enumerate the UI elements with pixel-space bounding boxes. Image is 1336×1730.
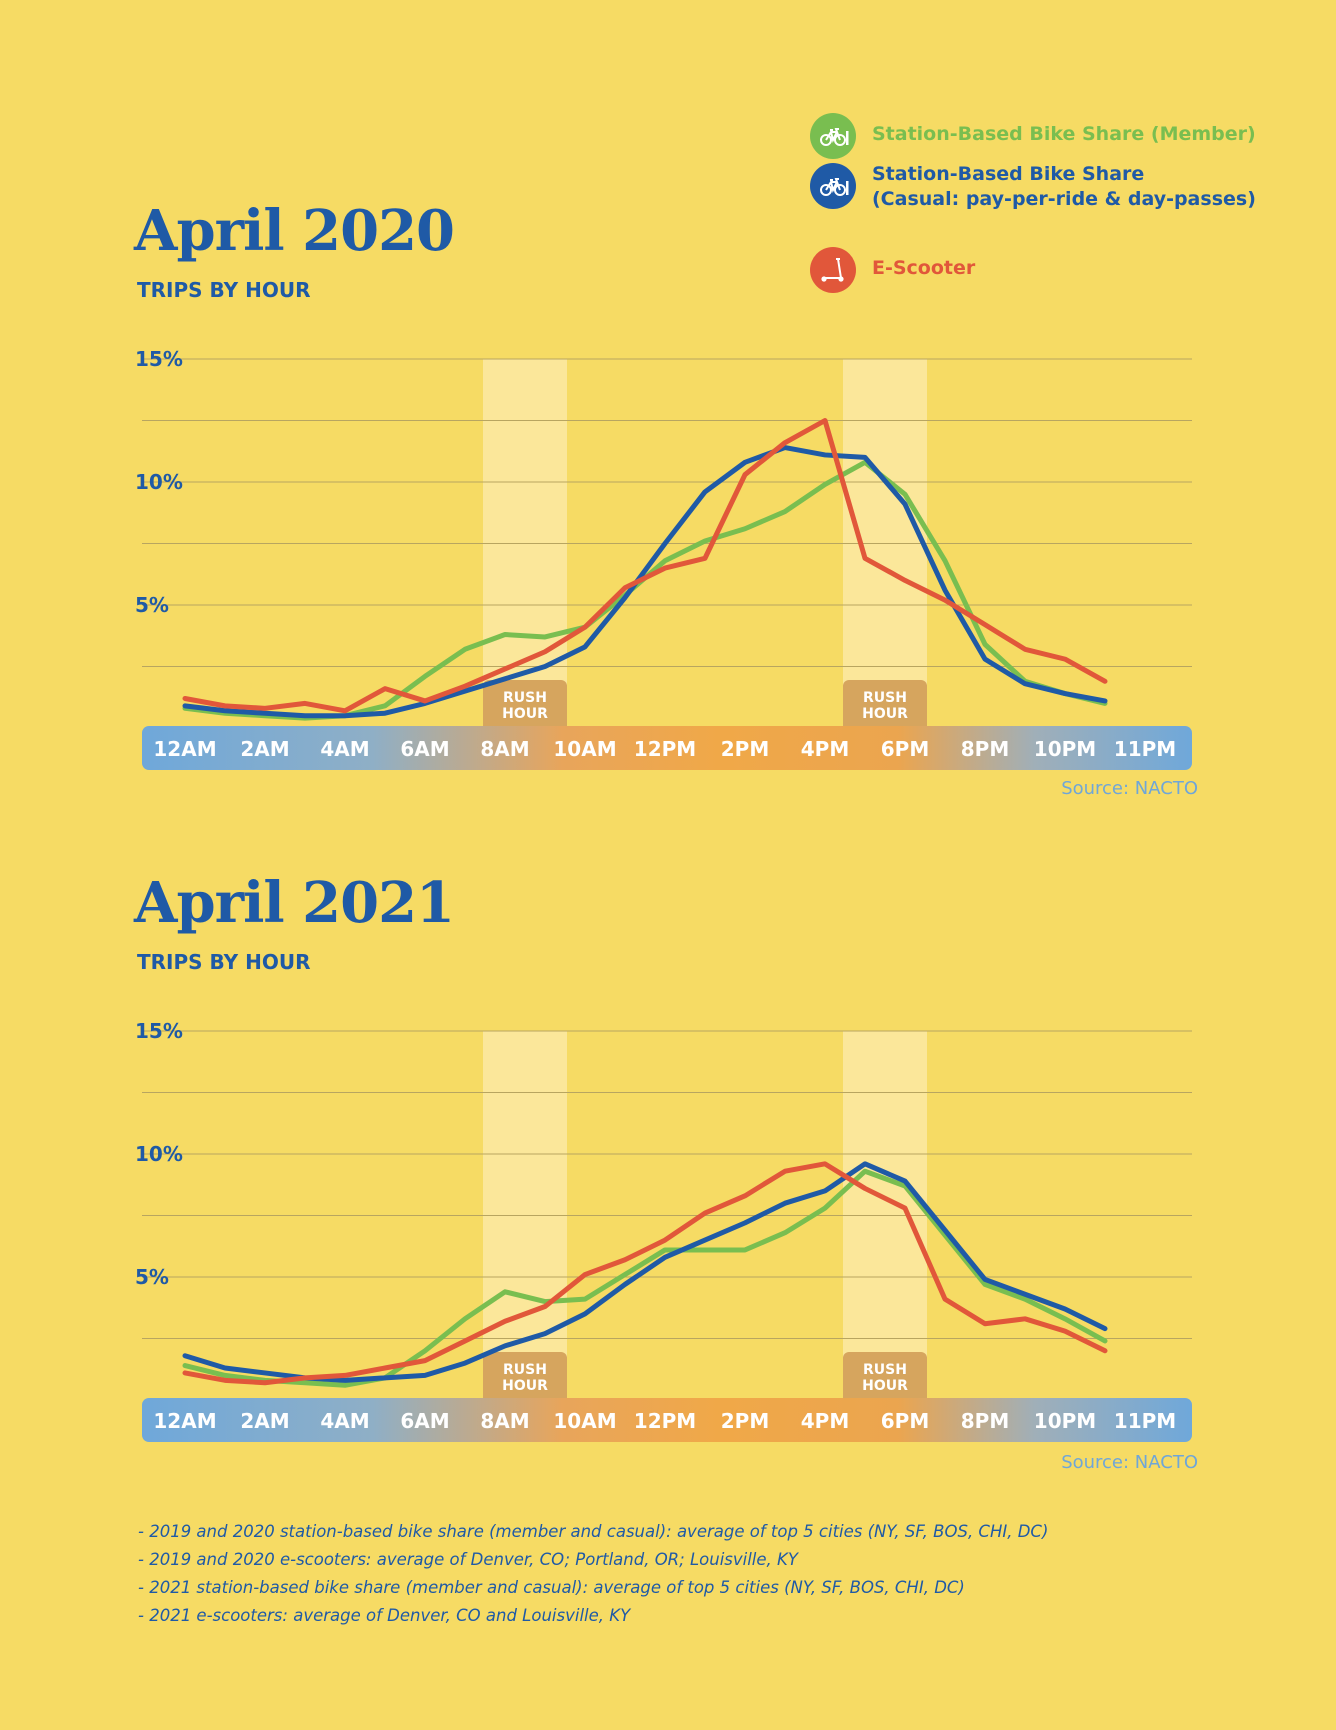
bicycle-icon <box>810 113 856 159</box>
rush-hour-tag <box>483 680 567 740</box>
x-axis-bar <box>142 726 1192 770</box>
series-line <box>182 1161 1108 1383</box>
y-tick-label: 10% <box>135 470 183 494</box>
x-tick-label: 6AM <box>400 737 449 761</box>
x-tick-label: 2AM <box>240 737 289 761</box>
x-tick-label: 12PM <box>634 737 696 761</box>
chart-title: April 2020 <box>134 198 455 264</box>
bicycle-icon <box>810 163 856 209</box>
x-tick-label: 12PM <box>634 1409 696 1433</box>
rush-hour-label: HOUR <box>862 706 908 722</box>
rush-hour-band <box>843 1031 927 1398</box>
rush-hour-tag <box>483 1352 567 1412</box>
x-tick-label: 4AM <box>320 737 369 761</box>
rush-hour-label: RUSH <box>503 690 547 706</box>
footnote: - 2021 e-scooters: average of Denver, CO… <box>138 1606 631 1625</box>
x-tick-label: 10AM <box>553 737 616 761</box>
x-tick-label: 8AM <box>480 1409 529 1433</box>
rush-hour-label: HOUR <box>502 1378 548 1394</box>
rush-hour-tag <box>843 680 927 740</box>
footnote: - 2021 station-based bike share (member … <box>138 1578 965 1597</box>
x-axis-bar <box>142 1398 1192 1442</box>
x-tick-label: 8PM <box>961 1409 1009 1433</box>
chart-subtitle: TRIPS BY HOUR <box>137 278 311 302</box>
footnote: - 2019 and 2020 e-scooters: average of D… <box>138 1550 798 1569</box>
legend-label-line1: Station-Based Bike Share <box>872 163 1145 185</box>
x-tick-label: 6PM <box>881 737 929 761</box>
chart-subtitle: TRIPS BY HOUR <box>137 950 311 974</box>
x-tick-label: 2AM <box>240 1409 289 1433</box>
series-line <box>182 459 1108 721</box>
source-note: Source: NACTO <box>1061 1452 1198 1473</box>
x-tick-label: 4AM <box>320 1409 369 1433</box>
footnotes: - 2019 and 2020 station-based bike share… <box>138 1518 1048 1630</box>
x-tick-label: 8PM <box>961 737 1009 761</box>
legend-item-casual: Station-Based Bike Share (Casual: pay-pe… <box>810 162 1256 246</box>
x-tick-label: 6AM <box>400 1409 449 1433</box>
scooter-icon <box>810 247 856 293</box>
rush-hour-label: RUSH <box>863 1362 907 1378</box>
rush-hour-band <box>843 359 927 726</box>
y-tick-label: 15% <box>135 347 183 371</box>
legend-label: Station-Based Bike Share (Member) <box>872 123 1256 145</box>
rush-hour-band <box>483 1031 567 1398</box>
x-tick-label: 11PM <box>1114 1409 1176 1433</box>
x-tick-label: 10PM <box>1034 1409 1096 1433</box>
rush-hour-label: RUSH <box>503 1362 547 1378</box>
rush-hour-tag <box>843 1352 927 1412</box>
footnote: - 2019 and 2020 station-based bike share… <box>138 1522 1049 1541</box>
series-line <box>182 1161 1108 1386</box>
x-tick-label: 12AM <box>153 737 216 761</box>
legend-label-line2: (Casual: pay-per-ride & day-passes) <box>872 188 1256 210</box>
y-tick-label: 5% <box>135 1265 169 1289</box>
x-tick-label: 8AM <box>480 737 529 761</box>
series-line <box>182 1168 1108 1388</box>
rush-hour-label: HOUR <box>502 706 548 722</box>
legend-label: E-Scooter <box>872 257 976 279</box>
series-line <box>182 445 1108 719</box>
legend: Station-Based Bike Share (Member) Statio… <box>810 112 1256 296</box>
series-line <box>182 418 1108 714</box>
x-tick-label: 2PM <box>721 737 769 761</box>
x-tick-label: 2PM <box>721 1409 769 1433</box>
x-tick-label: 4PM <box>801 737 849 761</box>
y-tick-label: 5% <box>135 593 169 617</box>
rush-hour-label: HOUR <box>862 1378 908 1394</box>
x-tick-label: 6PM <box>881 1409 929 1433</box>
legend-item-scooter: E-Scooter <box>810 246 1256 296</box>
x-tick-label: 4PM <box>801 1409 849 1433</box>
rush-hour-label: RUSH <box>863 690 907 706</box>
x-tick-label: 12AM <box>153 1409 216 1433</box>
source-note: Source: NACTO <box>1061 778 1198 799</box>
y-tick-label: 10% <box>135 1142 183 1166</box>
x-tick-label: 10AM <box>553 1409 616 1433</box>
chart-title: April 2021 <box>134 870 455 936</box>
y-tick-label: 15% <box>135 1019 183 1043</box>
x-tick-label: 10PM <box>1034 737 1096 761</box>
x-tick-label: 11PM <box>1114 737 1176 761</box>
legend-item-member: Station-Based Bike Share (Member) <box>810 112 1256 162</box>
